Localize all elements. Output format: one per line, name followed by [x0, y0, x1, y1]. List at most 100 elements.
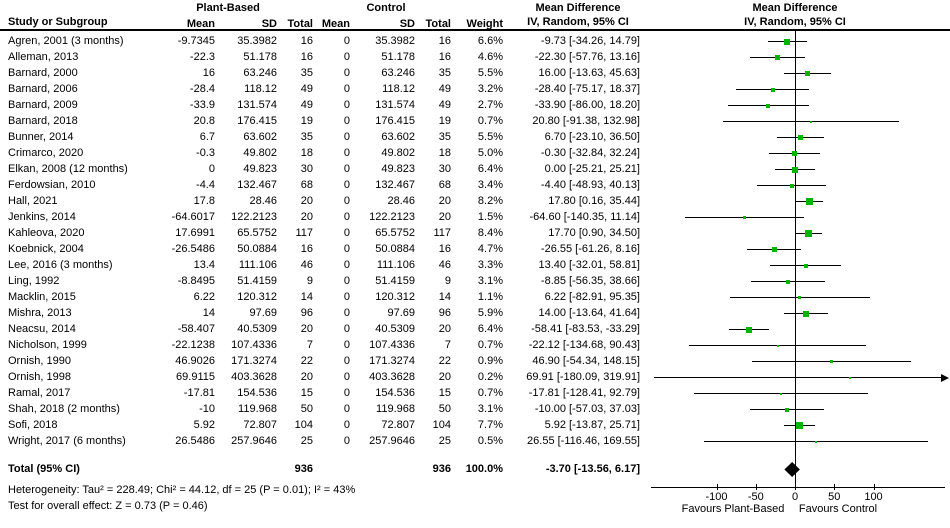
study-name-cell: Neacsu, 2014: [8, 323, 76, 335]
study-name-cell: Elkan, 2008 (12 months): [8, 163, 128, 175]
mean-plantbased-cell: -26.5486: [171, 243, 215, 255]
mean-control-cell: 0: [343, 99, 350, 111]
sd-control-cell: 176.415: [375, 115, 415, 127]
mean-plantbased-cell: 16: [202, 67, 215, 79]
point-marker: [775, 55, 780, 60]
mean-control-cell: 0: [343, 67, 350, 79]
sd-control-cell: 97.69: [387, 307, 415, 319]
total-control-cell: 35: [438, 131, 451, 143]
study-name-cell: Ramal, 2017: [8, 387, 71, 399]
total-control-cell: 30: [438, 163, 451, 175]
x-axis-line: [651, 487, 945, 488]
axis-tick-label: -100: [705, 491, 728, 503]
sd-control-cell: 119.968: [376, 403, 415, 415]
total-plantbased-cell: 20: [300, 371, 313, 383]
point-marker: [796, 422, 804, 429]
study-name-cell: Sofi, 2018: [8, 419, 58, 431]
sd-control-cell: 40.5309: [375, 323, 415, 335]
total-control-cell: 15: [438, 387, 451, 399]
axis-tick-label: 100: [864, 491, 883, 503]
study-name-cell: Ling, 1992: [8, 275, 60, 287]
total-control-cell: 19: [438, 115, 451, 127]
ci-text-cell: -10.00 [-57.03, 37.03]: [534, 403, 640, 415]
total-plantbased-cell: 16: [300, 243, 313, 255]
sd-plantbased-cell: 63.602: [243, 131, 277, 143]
sd-plantbased-cell: 118.12: [244, 83, 277, 95]
table-row: Ramal, 2017 -17.81 154.536 15 0 154.536 …: [0, 385, 650, 401]
table-row: Ferdowsian, 2010 -4.4 132.467 68 0 132.4…: [0, 177, 650, 193]
ci-text-cell: -22.12 [-134.68, 90.43]: [528, 339, 640, 351]
total-plantbased-cell: 68: [300, 179, 313, 191]
mean-plantbased-cell: 14: [202, 307, 215, 319]
ci-text-cell: -0.30 [-32.84, 32.24]: [540, 147, 640, 159]
total2-col-header: Total: [425, 18, 451, 30]
mean-control-cell: 0: [343, 147, 350, 159]
mean-plantbased-cell: -33.9: [189, 99, 215, 111]
total-control-cell: 14: [438, 291, 451, 303]
sd-plantbased-cell: 51.4159: [237, 275, 277, 287]
total-plantbased-cell: 117: [295, 227, 313, 239]
ci-text-cell: -8.85 [-56.35, 38.66]: [540, 275, 640, 287]
ci-text-cell: 16.00 [-13.63, 45.63]: [538, 67, 640, 79]
mean-control-cell: 0: [343, 387, 350, 399]
ci-line: [653, 377, 941, 378]
total-control-cell: 20: [438, 371, 451, 383]
mean-control-cell: 0: [343, 435, 350, 447]
ci-text-cell: 13.40 [-32.01, 58.81]: [538, 259, 640, 271]
mean-plantbased-cell: 17.8: [193, 195, 215, 207]
weight-cell: 6.6%: [477, 35, 503, 47]
mean-plantbased-cell: -8.8495: [177, 275, 215, 287]
weight-cell: 1.1%: [477, 291, 503, 303]
axis-tick-label: 0: [791, 491, 799, 503]
sd-plantbased-cell: 40.5309: [237, 323, 277, 335]
study-name-cell: Barnard, 2000: [8, 67, 78, 79]
mean-control-cell: 0: [343, 211, 350, 223]
axis-tick: [716, 484, 718, 490]
study-name-cell: Mishra, 2013: [8, 307, 72, 319]
mean-plantbased-cell: 69.9115: [176, 371, 215, 383]
study-name-cell: Barnard, 2018: [8, 115, 78, 127]
study-name-cell: Jenkins, 2014: [8, 211, 76, 223]
mean-plantbased-cell: -28.4: [189, 83, 215, 95]
favours-right-label: Favours Control: [798, 503, 878, 515]
mean-plantbased-cell: 5.92: [193, 419, 215, 431]
table-row: Bunner, 2014 6.7 63.602 35 0 63.602 35 5…: [0, 129, 650, 145]
point-marker: [742, 216, 746, 219]
mean-control-cell: 0: [343, 83, 350, 95]
mean-control-cell: 0: [343, 163, 350, 175]
mean2-col-header: Mean: [321, 18, 350, 30]
weight-cell: 3.1%: [477, 275, 503, 287]
total-control-cell: 117: [433, 227, 451, 239]
study-name-cell: Barnard, 2009: [8, 99, 78, 111]
ci-text-cell: 6.70 [-23.10, 36.50]: [544, 131, 640, 143]
total-plantbased-cell: 49: [300, 99, 313, 111]
total-plantbased-cell: 14: [300, 291, 313, 303]
sd-control-cell: 35.3982: [375, 35, 415, 47]
point-marker: [805, 198, 813, 205]
ci-text-cell: -26.55 [-61.26, 8.16]: [540, 243, 640, 255]
total-control-cell: 9: [444, 275, 451, 287]
sd-plantbased-cell: 176.415: [237, 115, 277, 127]
group1-header: Plant-Based: [196, 2, 260, 14]
total-plantbased-cell: 30: [300, 163, 313, 175]
total-control-cell: 25: [438, 435, 451, 447]
table-row: Lee, 2016 (3 months) 13.4 111.106 46 0 1…: [0, 257, 650, 273]
total-ci-text: -3.70 [-13.56, 6.17]: [545, 463, 640, 475]
md-plot-col-title: Mean Difference: [752, 2, 838, 14]
mean-control-cell: 0: [343, 243, 350, 255]
ci-text-cell: 26.55 [-116.46, 169.55]: [527, 435, 640, 447]
study-name-cell: Kahleova, 2020: [8, 227, 85, 239]
point-marker: [798, 296, 802, 299]
point-marker: [784, 38, 791, 45]
mean-plantbased-cell: -4.4: [196, 179, 215, 191]
weight-cell: 6.4%: [477, 163, 503, 175]
zero-line: [795, 31, 796, 487]
sd-plantbased-cell: 107.4336: [231, 339, 277, 351]
axis-tick: [873, 484, 875, 490]
weight-cell: 5.9%: [477, 307, 503, 319]
mean-plantbased-cell: 17.6991: [175, 227, 215, 239]
total-control-cell: 46: [438, 259, 451, 271]
ci-text-cell: 46.90 [-54.34, 148.15]: [532, 355, 640, 367]
table-row: Sofi, 2018 5.92 72.807 104 0 72.807 104 …: [0, 417, 650, 433]
mean-control-cell: 0: [343, 195, 350, 207]
